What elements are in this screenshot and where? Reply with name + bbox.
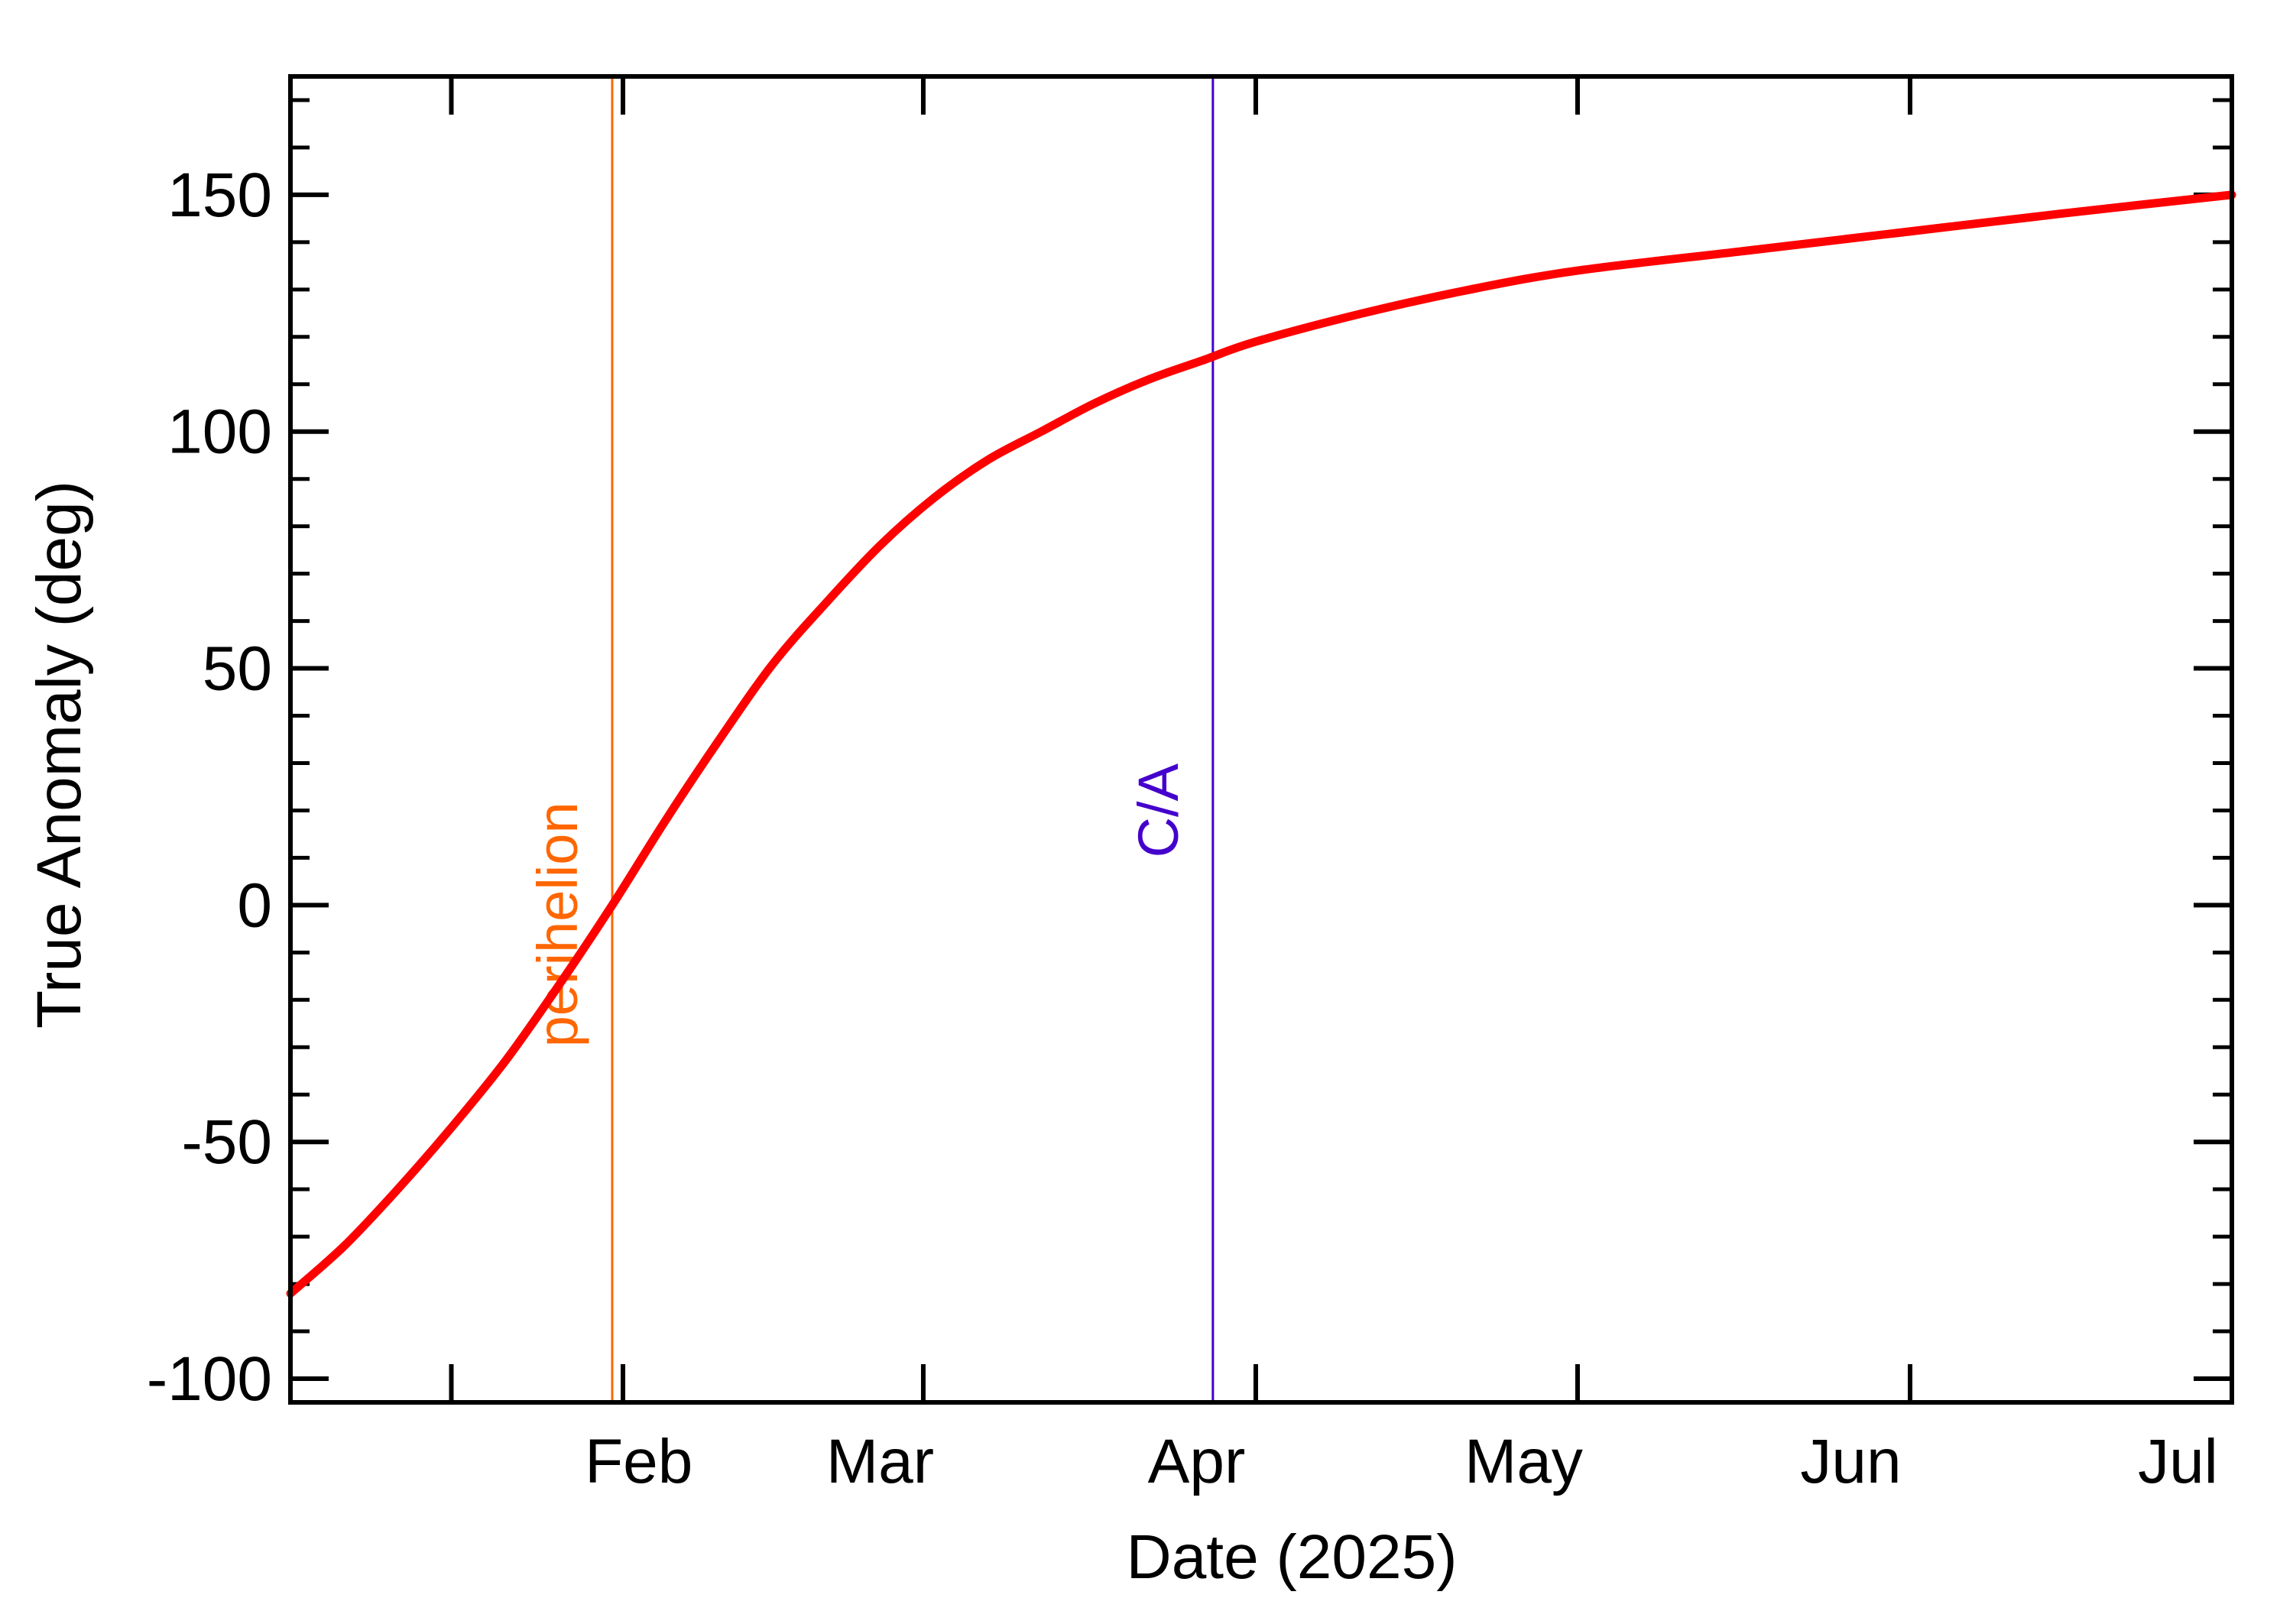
series-line <box>286 190 2236 1298</box>
x-tick-label: Mar <box>826 1427 934 1496</box>
x-axis-title: Date (2025) <box>1126 1522 1457 1592</box>
y-tick-label: 150 <box>167 160 272 230</box>
x-tick-label: Apr <box>1148 1427 1246 1496</box>
marker-label: C/A <box>1127 763 1190 857</box>
minor-ticks <box>290 98 2232 1334</box>
y-tick-label: 0 <box>237 870 272 940</box>
marker-label: perihelion <box>526 802 589 1047</box>
y-tick-label: -100 <box>147 1344 272 1414</box>
tick-labels: -100 -50 0 50 100 150 Feb Mar Apr May Jun Jul <box>147 160 2218 1496</box>
x-tick-label: Jul <box>2138 1427 2218 1496</box>
x-tick-label: May <box>1464 1427 1583 1496</box>
y-tick-label: -50 <box>181 1107 272 1177</box>
y-axis-title: True Anomaly (deg) <box>24 481 94 1029</box>
marker-lines: perihelion C/A <box>526 76 1215 1402</box>
y-tick-label: 50 <box>203 634 272 704</box>
plot-frame <box>288 74 2234 1405</box>
x-tick-label: Jun <box>1800 1427 1901 1496</box>
series-layer <box>286 190 2236 1298</box>
x-tick-label: Feb <box>585 1427 692 1496</box>
y-tick-label: 100 <box>167 397 272 467</box>
